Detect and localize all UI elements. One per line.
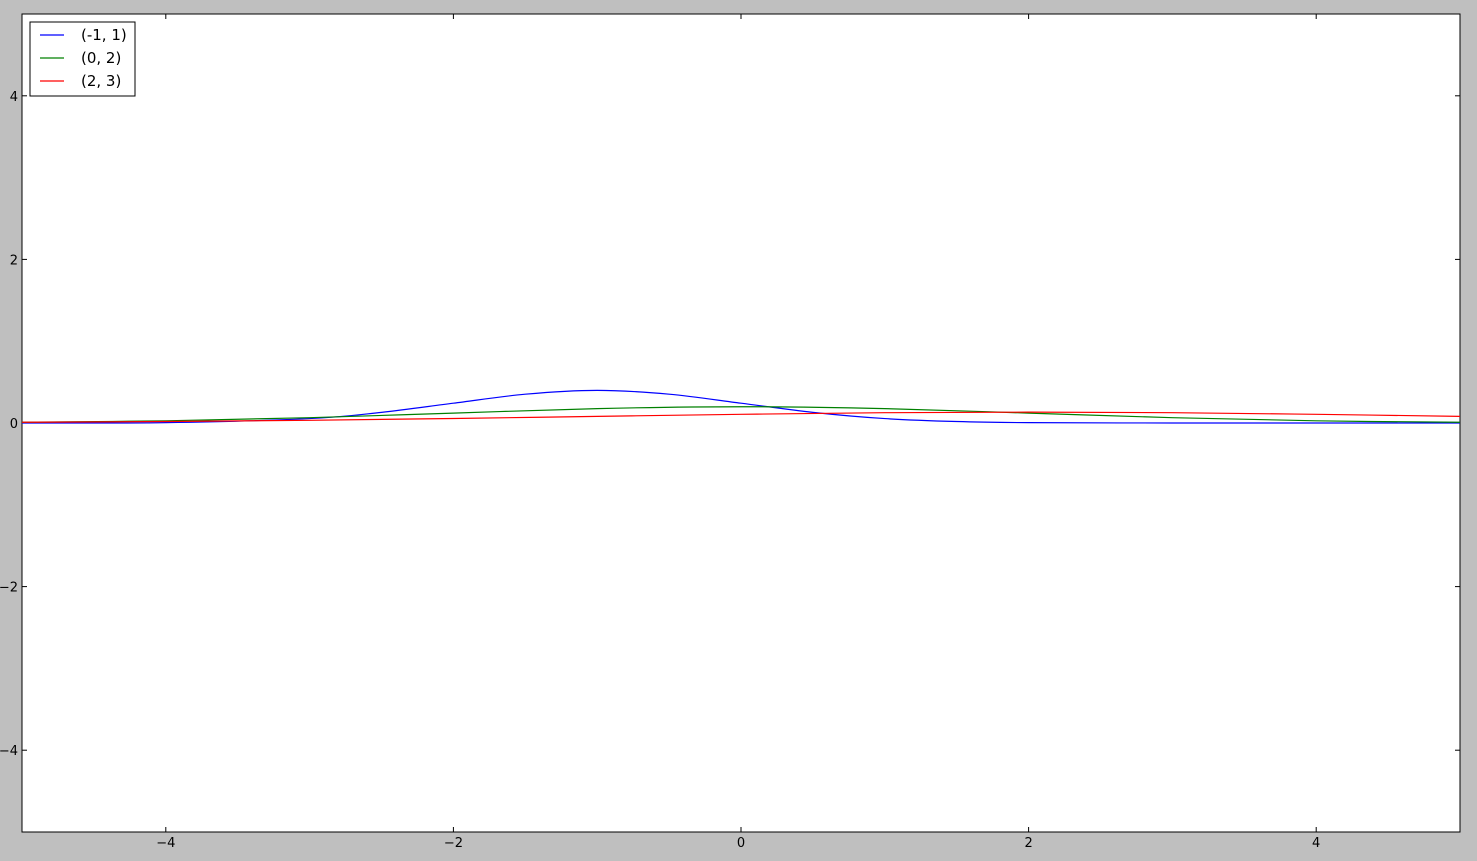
axis-ticks: −4 −2 0 2 4 −4 −2 0 2 4 (0, 14, 1460, 851)
x-tick-label: 2 (1024, 836, 1032, 851)
y-tick-label: 2 (10, 253, 18, 268)
legend-label: (0, 2) (81, 49, 121, 67)
legend-label: (2, 3) (81, 72, 121, 90)
legend-label: (-1, 1) (81, 26, 127, 44)
legend-box (29, 21, 136, 97)
x-tick-label: −4 (156, 836, 175, 851)
y-tick-label: −2 (0, 581, 18, 596)
x-tick-label: 4 (1312, 836, 1320, 851)
series-line-2 (21, 411, 1461, 423)
legend: (-1, 1) (0, 2) (2, 3) (29, 21, 136, 97)
series-line-0 (21, 389, 1461, 424)
series-line-1 (21, 406, 1461, 423)
series-lines (21, 389, 1461, 424)
y-tick-label: −4 (0, 744, 18, 759)
x-tick-label: 0 (737, 836, 745, 851)
y-tick-label: 0 (10, 417, 18, 432)
x-tick-label: −2 (444, 836, 463, 851)
y-tick-label: 4 (10, 90, 18, 105)
